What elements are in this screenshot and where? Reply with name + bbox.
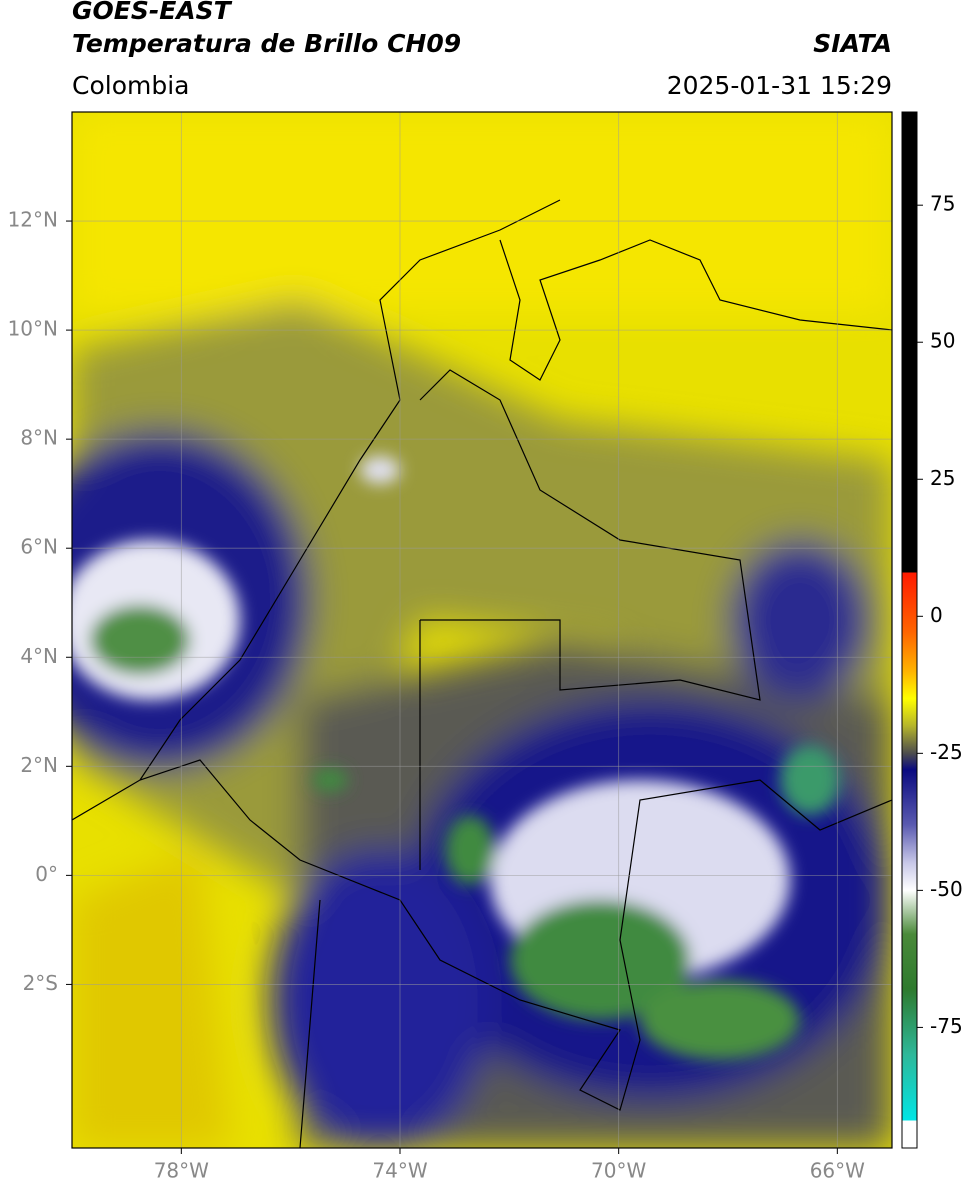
x-tick-label: 66°W bbox=[810, 1159, 865, 1183]
colorbar-tick-label: 50 bbox=[930, 329, 955, 353]
map-frame bbox=[71, 111, 893, 1149]
grid bbox=[72, 112, 892, 1148]
colorbar-tick-label: -50 bbox=[930, 877, 963, 901]
y-tick-label: 0° bbox=[35, 862, 58, 886]
colorbar-tick-label: 25 bbox=[930, 466, 955, 490]
title: GOES-EAST bbox=[72, 0, 233, 25]
timestamp: 2025-01-31 15:29 bbox=[667, 71, 892, 100]
colorbar bbox=[901, 111, 918, 1149]
y-tick-label: 4°N bbox=[20, 644, 58, 668]
x-tick-label: 78°W bbox=[154, 1159, 209, 1183]
region: Colombia bbox=[72, 71, 189, 100]
y-tick-label: 10°N bbox=[8, 317, 58, 341]
colorbar-tick-label: 0 bbox=[930, 603, 943, 627]
y-tick-label: 2°S bbox=[23, 971, 58, 995]
satellite-image bbox=[72, 112, 892, 1148]
y-tick-label: 12°N bbox=[8, 208, 58, 232]
source: SIATA bbox=[813, 29, 892, 58]
subtitle: Temperatura de Brillo CH09 bbox=[72, 29, 461, 58]
colorbar-tick-label: -75 bbox=[930, 1014, 963, 1038]
boundaries bbox=[72, 199, 892, 1148]
y-tick-label: 8°N bbox=[20, 426, 58, 450]
colorbar-tick-label: -25 bbox=[930, 740, 963, 764]
colorbar-tick-label: 75 bbox=[930, 192, 955, 216]
x-tick-label: 74°W bbox=[372, 1159, 427, 1183]
x-tick-label: 70°W bbox=[591, 1159, 646, 1183]
y-tick-label: 6°N bbox=[20, 535, 58, 559]
y-tick-label: 2°N bbox=[20, 753, 58, 777]
